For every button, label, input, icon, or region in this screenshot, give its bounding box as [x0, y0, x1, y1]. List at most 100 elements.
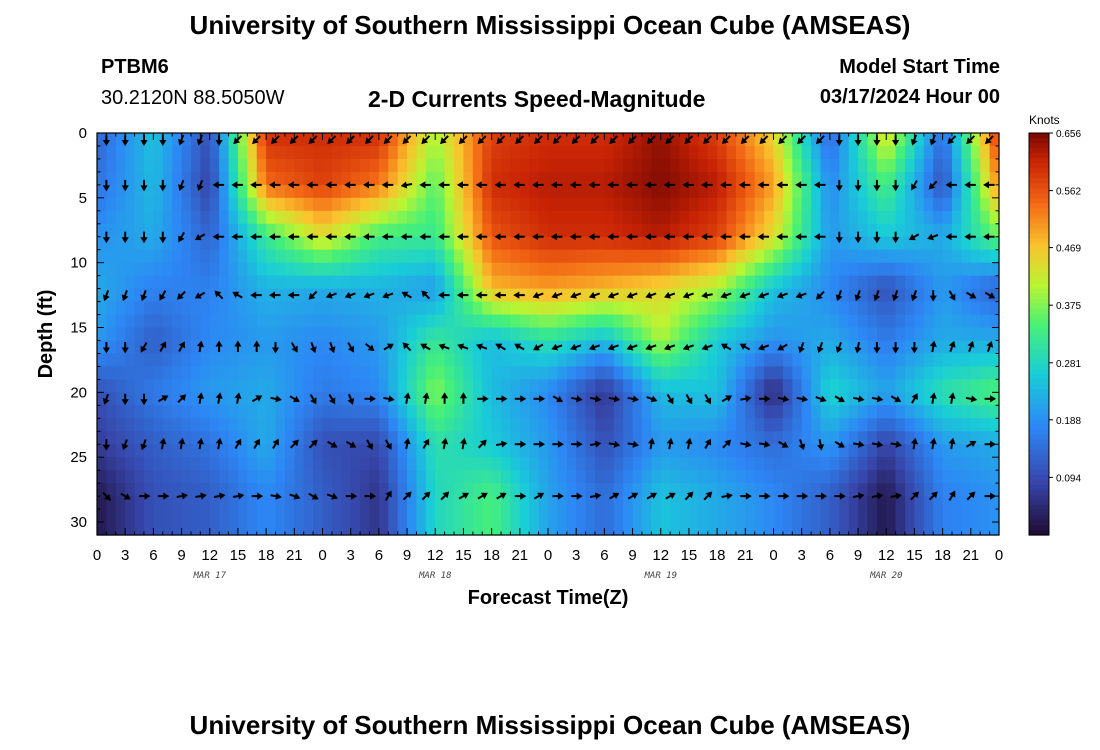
heatmap-cell — [115, 210, 126, 225]
heatmap-cell — [388, 483, 399, 497]
heatmap-cell — [313, 392, 324, 406]
heatmap-cell — [735, 301, 746, 316]
current-vector — [306, 181, 319, 189]
current-vector — [776, 233, 788, 241]
model-start-label: Model Start Time — [839, 56, 1000, 78]
heatmap-cell — [153, 249, 164, 264]
heatmap-cell — [726, 366, 737, 380]
heatmap-cell — [820, 366, 831, 380]
heatmap-cell — [181, 197, 192, 212]
vector-head — [310, 397, 317, 405]
heatmap-cell — [876, 366, 887, 380]
heatmap-cell — [472, 171, 483, 186]
heatmap-cell — [519, 431, 530, 445]
current-vector — [272, 438, 279, 450]
vector-head — [607, 343, 615, 351]
heatmap-cell — [172, 379, 183, 393]
heatmap-cell — [378, 327, 389, 342]
heatmap-cell — [933, 236, 944, 251]
heatmap-cell — [491, 418, 502, 432]
heatmap-cell — [416, 249, 427, 264]
vector-head — [381, 233, 388, 241]
heatmap-cell — [905, 444, 916, 458]
heatmap-cell — [548, 483, 558, 497]
vector-head — [194, 292, 202, 299]
heatmap-cell — [256, 171, 267, 186]
colorbar-swatch — [1029, 193, 1049, 199]
x-tick-label: 18 — [258, 547, 275, 564]
heatmap-cell — [670, 314, 681, 329]
x-tick-label: 9 — [628, 547, 636, 564]
heatmap-cell — [745, 275, 756, 290]
heatmap-cell — [360, 366, 371, 380]
heatmap-cell — [782, 249, 793, 264]
heatmap-cell — [444, 314, 455, 329]
heatmap-cell — [829, 236, 840, 251]
heatmap-cell — [801, 327, 812, 342]
heatmap-cell — [923, 184, 934, 199]
heatmap-cell — [594, 210, 605, 225]
heatmap-cell — [933, 470, 944, 484]
heatmap-cell — [247, 301, 258, 316]
vector-head — [576, 395, 583, 403]
heatmap-cell — [303, 223, 314, 238]
vector-head — [196, 340, 205, 348]
heatmap-cell — [97, 249, 107, 264]
heatmap-cell — [717, 418, 728, 432]
heatmap-cell — [416, 392, 427, 406]
current-vector — [663, 233, 676, 241]
heatmap-cell — [886, 444, 897, 458]
vector-head — [835, 294, 843, 302]
heatmap-cell — [491, 496, 502, 510]
heatmap-cell — [829, 275, 840, 290]
heatmap-cell — [134, 418, 145, 432]
heatmap-cell — [106, 457, 117, 471]
heatmap-cell — [698, 236, 709, 251]
vector-head — [255, 395, 263, 402]
current-vector — [740, 135, 750, 145]
heatmap-cell — [322, 405, 333, 419]
heatmap-cell — [181, 366, 192, 380]
vector-head — [854, 140, 862, 146]
heatmap-cell — [115, 353, 126, 368]
colorbar-swatch — [1029, 464, 1049, 471]
heatmap-cell — [425, 353, 436, 368]
heatmap-cell — [341, 275, 352, 290]
heatmap-cell — [566, 184, 577, 199]
heatmap-cell — [923, 275, 934, 290]
heatmap-cell — [266, 470, 277, 484]
heatmap-cell — [688, 496, 699, 510]
heatmap-cell — [604, 522, 615, 536]
heatmap-cell — [143, 470, 154, 484]
heatmap-cell — [773, 483, 784, 497]
colorbar-swatch — [1029, 364, 1049, 370]
heatmap-cell — [134, 158, 145, 173]
current-vector — [682, 233, 694, 241]
heatmap-cell — [594, 327, 605, 342]
heatmap-cell — [782, 210, 793, 225]
heatmap-cell — [839, 275, 850, 290]
heatmap-cell — [134, 379, 145, 393]
heatmap-cell — [886, 431, 897, 445]
heatmap-cell — [923, 314, 934, 329]
heatmap-cell — [209, 392, 220, 406]
vector-head — [196, 138, 204, 146]
heatmap-cell — [350, 457, 361, 471]
heatmap-cell — [773, 275, 784, 290]
heatmap-cell — [416, 379, 427, 393]
heatmap-cell — [735, 314, 746, 329]
heatmap-cell — [839, 262, 850, 277]
heatmap-cell — [172, 210, 183, 225]
heatmap-cell — [858, 223, 869, 238]
heatmap-cell — [679, 405, 690, 419]
vector-head — [626, 233, 633, 241]
heatmap-cell — [989, 470, 1000, 484]
heatmap-cell — [190, 158, 201, 173]
heatmap-cell — [876, 327, 887, 342]
colorbar-swatch — [1029, 374, 1049, 380]
heatmap-cell — [679, 133, 690, 147]
heatmap-cell — [115, 301, 126, 316]
heatmap-cell — [294, 133, 305, 147]
heatmap-cell — [350, 353, 361, 368]
heatmap-cell — [510, 158, 521, 173]
